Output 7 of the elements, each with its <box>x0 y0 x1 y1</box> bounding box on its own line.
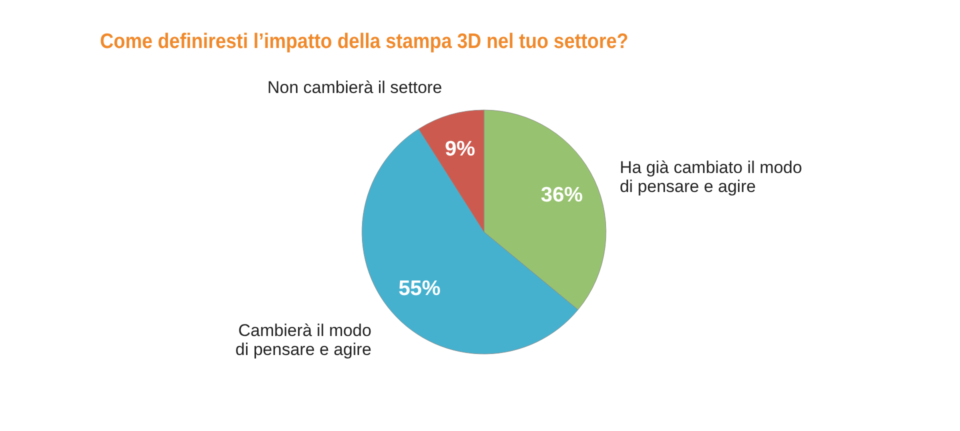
slice-label: Non cambierà il settore <box>267 78 442 97</box>
slice-label: Ha già cambiato il modo di pensare e agire <box>620 158 802 196</box>
slice-label: Cambierà il modo di pensare e agire <box>235 321 372 360</box>
data-label: 36% <box>540 183 584 206</box>
data-label: 55% <box>398 276 441 300</box>
data-label: 9% <box>444 137 476 160</box>
chart-title: Come definiresti l’impatto della stampa 3D nel tuo settore? <box>100 30 628 54</box>
